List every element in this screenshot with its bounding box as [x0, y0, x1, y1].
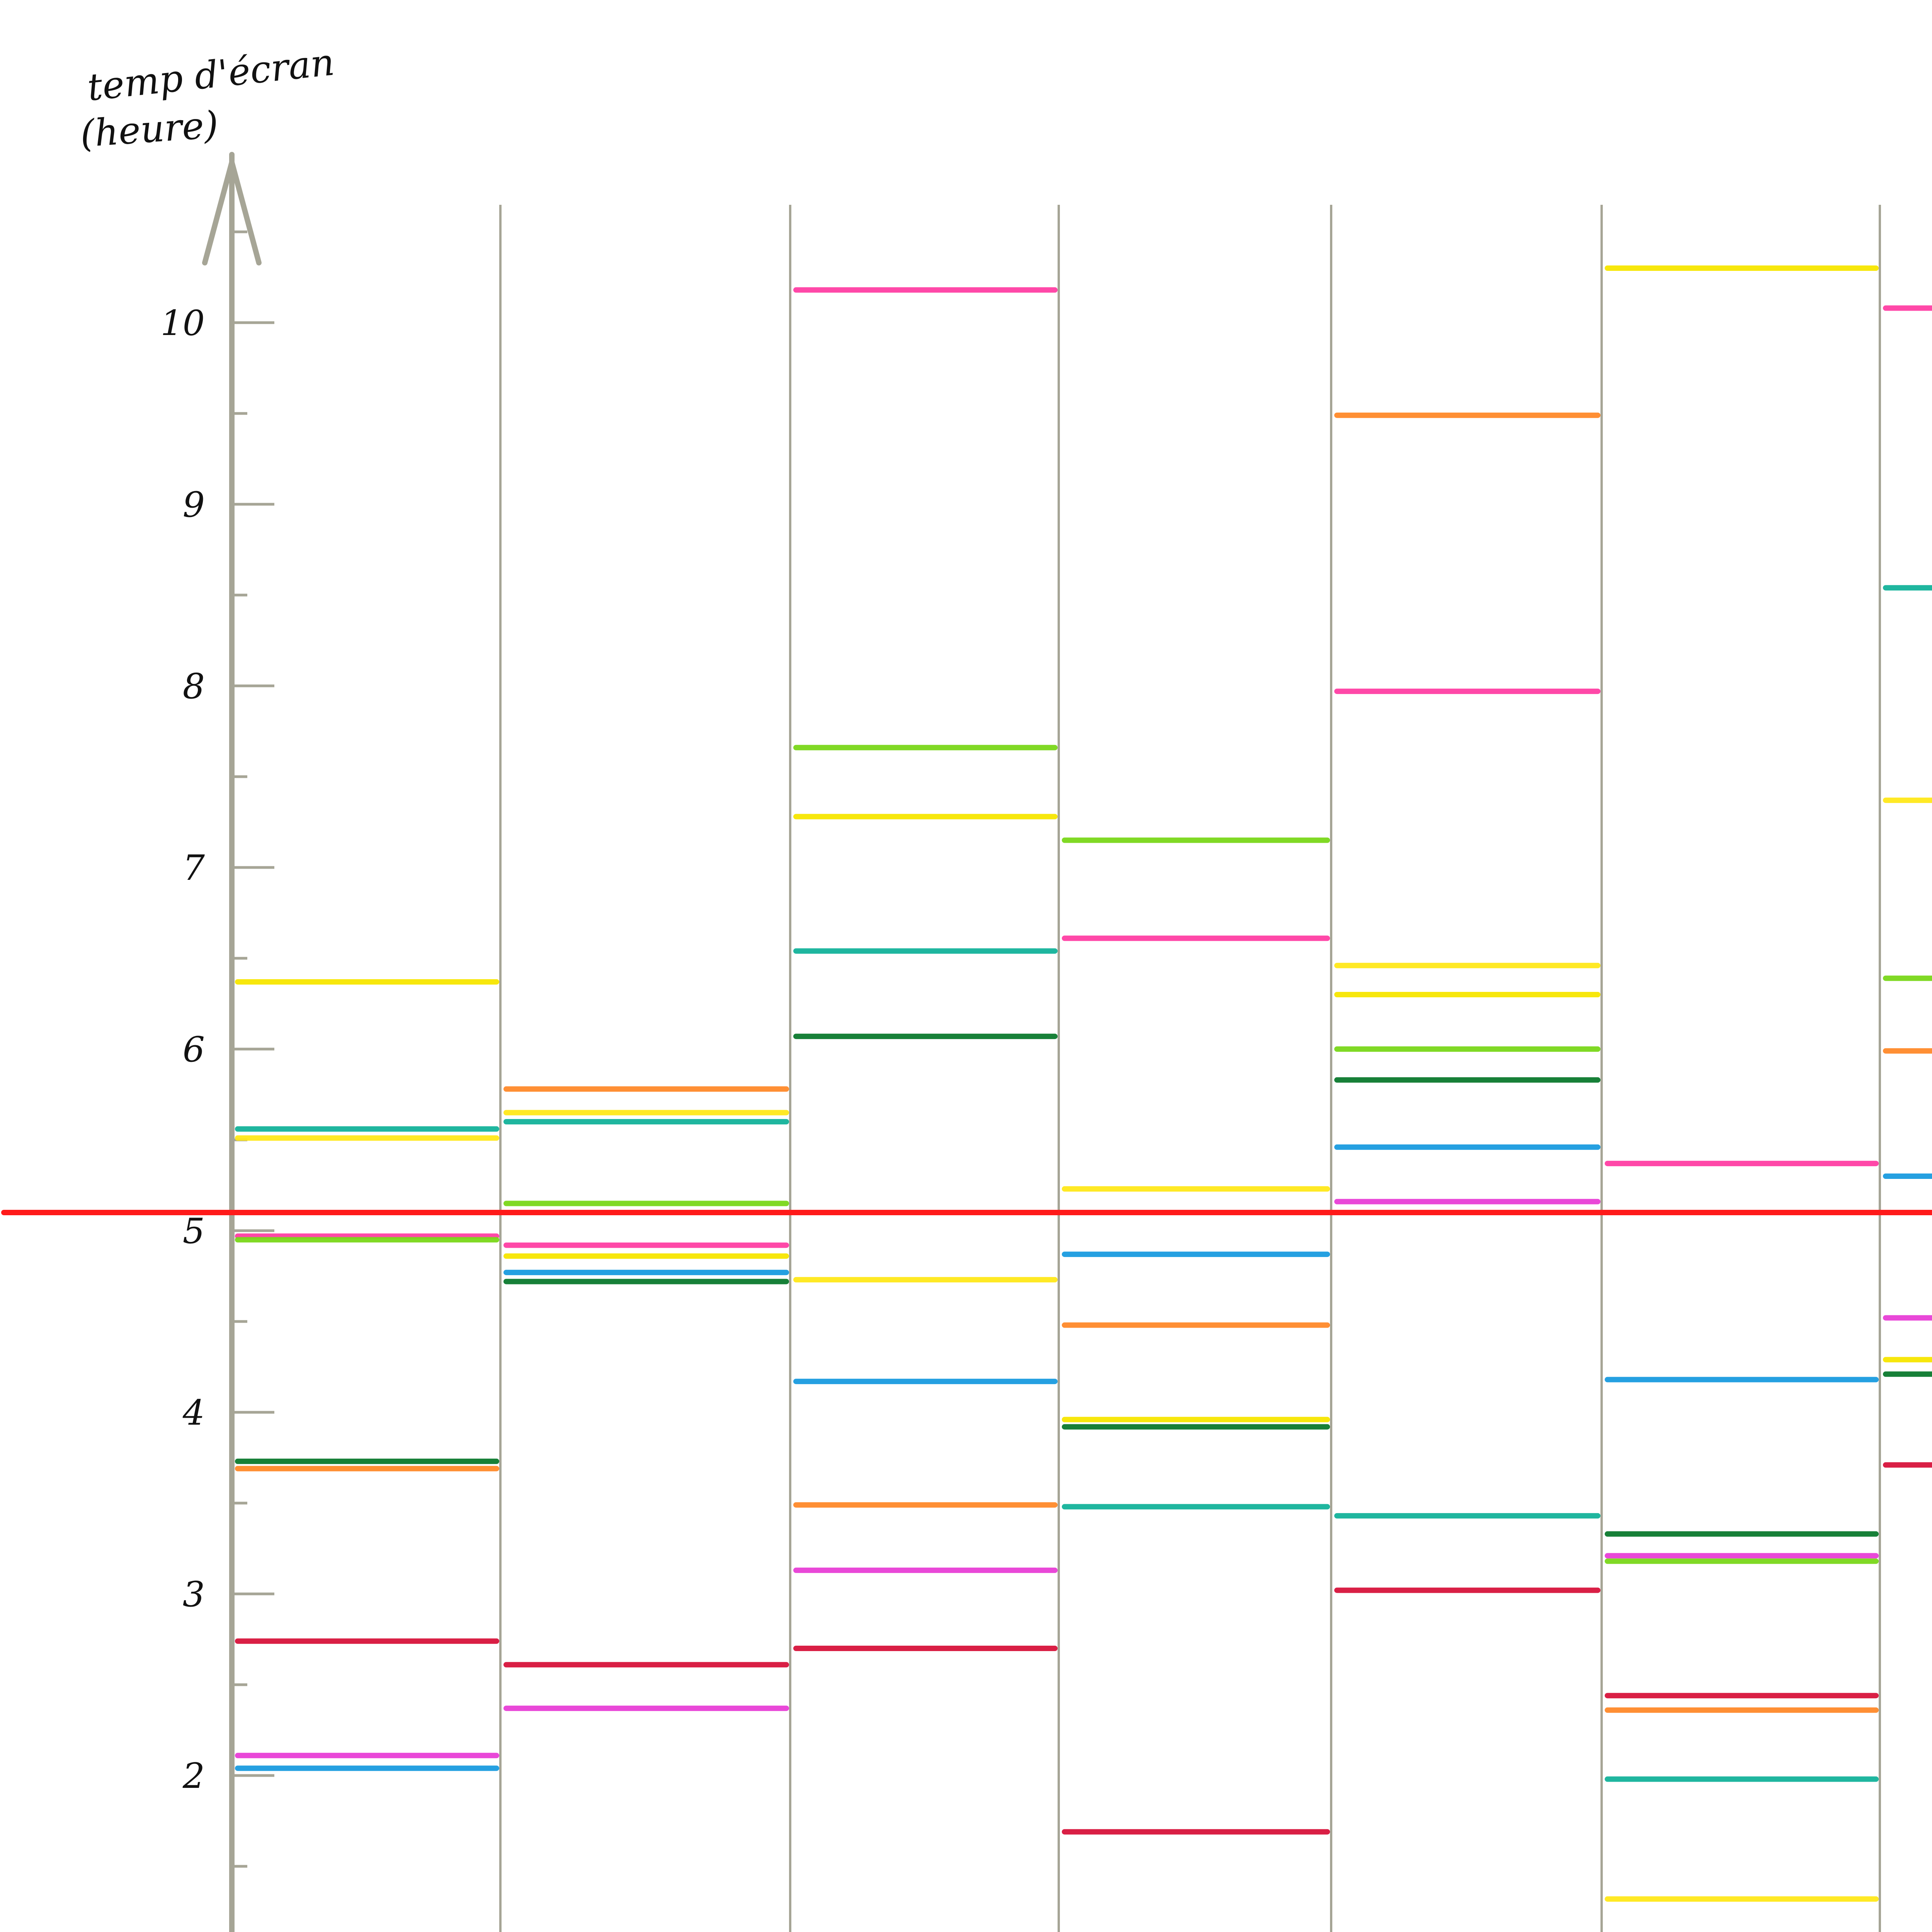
series-H [235, 745, 1932, 1564]
y-axis-title-line1: temp d'écran [85, 40, 337, 109]
series-E [235, 265, 1932, 1422]
y-tick-label: 8 [183, 666, 205, 707]
y-tick-label: 5 [183, 1211, 205, 1252]
series-I [235, 412, 1932, 1713]
axes [202, 152, 1881, 1932]
y-tick-label: 10 [160, 303, 205, 344]
y-tick-label: 2 [182, 1756, 205, 1796]
y-tick-label: 6 [183, 1029, 205, 1070]
y-axis-title-line2: (heure) [79, 103, 220, 156]
series-D [235, 1199, 1932, 1759]
y-tick-label: 9 [183, 485, 205, 525]
series-G [235, 1462, 1932, 1835]
series-C [235, 585, 1932, 1782]
y-tick-label: 3 [183, 1574, 205, 1615]
series-B [235, 798, 1932, 1902]
series-O [235, 1144, 1932, 1771]
series-layer [235, 265, 1932, 1902]
y-tick-label: 7 [183, 848, 205, 888]
series-F [235, 1034, 1932, 1537]
y-axis-arrowhead [202, 152, 262, 265]
y-ticks: 012345678910 [160, 230, 274, 1868]
y-tick-label: 4 [182, 1393, 205, 1433]
series-A [235, 287, 1932, 1248]
